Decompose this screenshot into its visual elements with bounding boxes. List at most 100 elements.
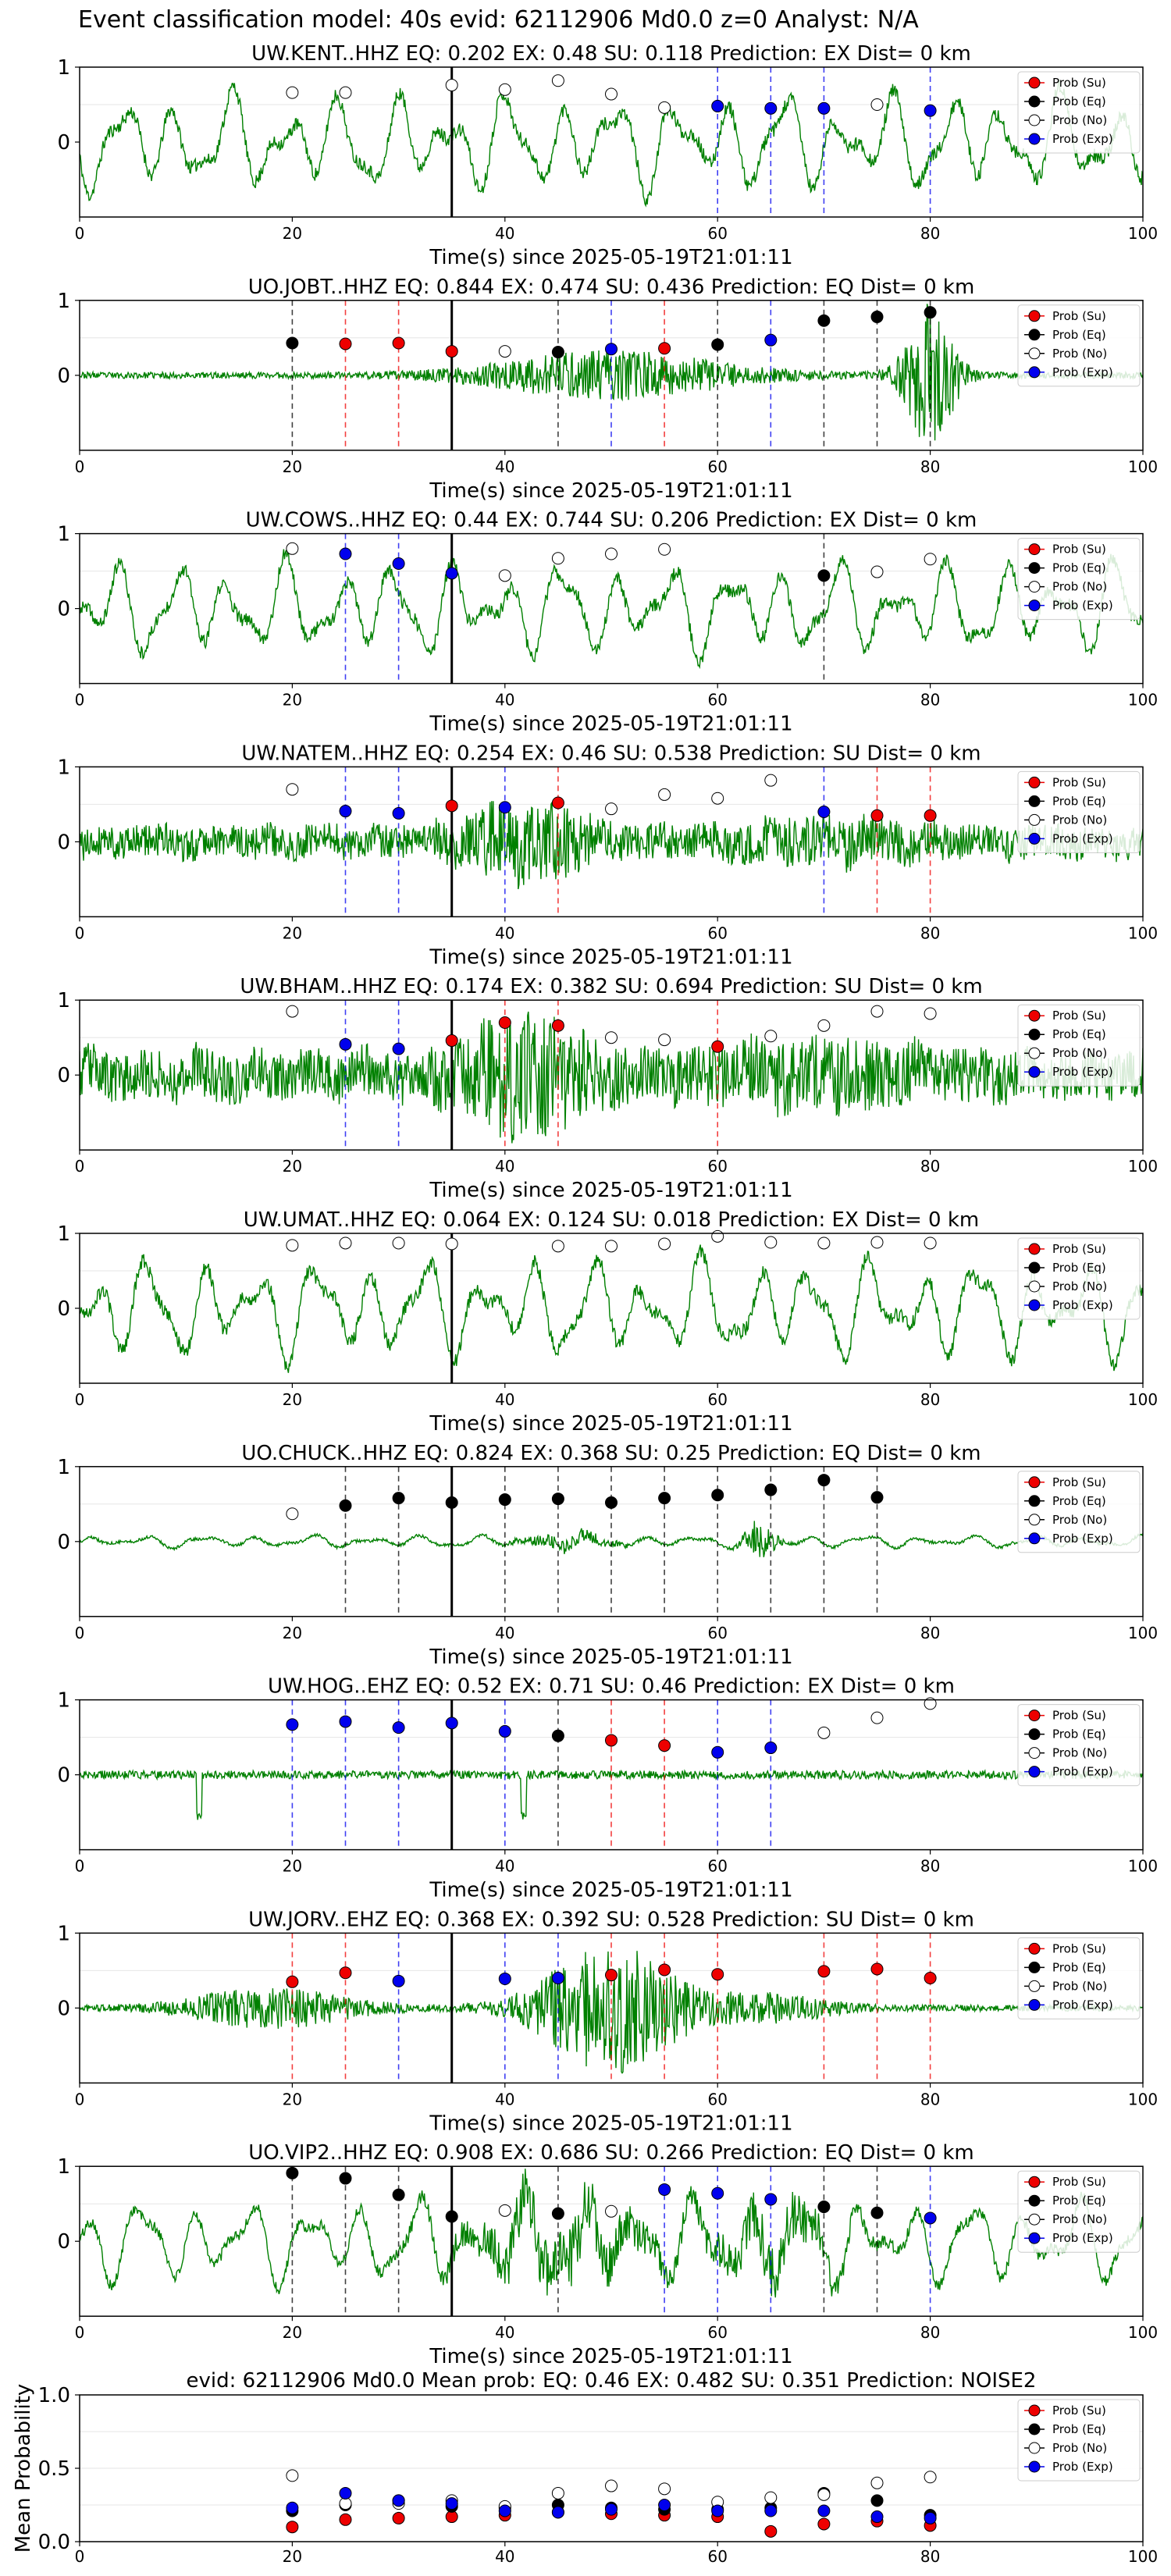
prob-point-no [817,1019,831,1032]
prob-point-no [551,1240,564,1253]
legend-label-eq: Prob (Eq) [1052,328,1106,342]
prob-point-exp [551,1972,564,1984]
y-tick-label: 1.0 [38,2384,70,2407]
prob-point-exp [392,557,405,570]
station-panel-8: UW.HOG..EHZ EQ: 0.52 EX: 0.71 SU: 0.46 P… [57,1675,1158,1902]
legend-marker-exp [1028,133,1041,145]
legend-marker-eq [1028,329,1041,341]
x-axis-label: Time(s) since 2025-05-19T21:01:11 [429,1412,792,1436]
legend-marker-su [1028,776,1041,788]
prob-point-no [286,783,299,796]
legend-marker-su [1028,1009,1041,1022]
prob-point-exp [764,333,778,347]
prob-point-no [870,98,884,111]
panel-title: UO.JOBT..HHZ EQ: 0.844 EX: 0.474 SU: 0.4… [248,276,975,299]
legend-label-no: Prob (No) [1052,1513,1107,1527]
legend-marker-no [1028,1047,1041,1059]
station-panel-2: UO.JOBT..HHZ EQ: 0.844 EX: 0.474 SU: 0.4… [57,276,1158,503]
legend-label-eq: Prob (Eq) [1052,1494,1106,1508]
prob-point-no [870,565,884,578]
prob-point-eq [445,1496,458,1509]
mean-prob-point-exp [339,2486,352,2500]
prob-point-eq [445,2210,458,2223]
legend-label-su: Prob (Su) [1052,543,1106,557]
prob-point-exp [711,99,724,112]
y-tick-label: 1 [57,989,70,1012]
mean-prob-point-su [392,2511,405,2524]
y-tick-label: 1 [57,523,70,546]
prob-point-eq [551,346,564,359]
x-tick-label: 20 [283,2547,302,2566]
legend-label-su: Prob (Su) [1052,1709,1106,1723]
legend-marker-no [1028,581,1041,593]
legend-label-eq: Prob (Eq) [1052,1027,1106,1041]
prob-point-eq [711,338,724,351]
x-tick-label: 80 [920,1390,940,1409]
station-panel-10: UO.VIP2..HHZ EQ: 0.908 EX: 0.686 SU: 0.2… [57,2141,1158,2368]
legend-label-eq: Prob (Eq) [1052,1727,1106,1742]
x-tick-label: 20 [283,457,302,476]
mean-prob-point-no [605,2479,618,2492]
legend-marker-exp [1028,1299,1041,1311]
prob-point-no [605,1240,618,1253]
prob-point-no [286,1507,299,1521]
legend-label-exp: Prob (Exp) [1052,1532,1113,1546]
legend-label-eq: Prob (Eq) [1052,94,1106,109]
y-tick-label: 1 [57,1689,70,1713]
prob-point-no [605,2204,618,2218]
waveform-trace [80,1244,1143,1373]
legend-box [1017,2399,1141,2482]
y-tick-label: 0 [57,1297,70,1321]
legend-label-no: Prob (No) [1052,2212,1107,2226]
prob-point-eq [339,1499,352,1512]
station-panel-9: UW.JORV..EHZ EQ: 0.368 EX: 0.392 SU: 0.5… [57,1908,1158,2135]
prob-point-su [445,799,458,813]
x-tick-label: 80 [920,457,940,476]
mean-prob-point-no [764,2491,778,2504]
legend-label-eq: Prob (Eq) [1052,1960,1106,1974]
prob-point-no [817,1726,831,1739]
prob-point-su [551,796,564,809]
prob-point-exp [445,567,458,580]
prob-point-exp [924,104,937,117]
y-tick-label: 0.5 [38,2457,70,2481]
prob-point-no [339,1236,352,1250]
x-tick-label: 20 [283,2323,302,2342]
x-tick-label: 80 [920,1624,940,1642]
prob-point-no [924,1007,937,1020]
x-tick-label: 60 [707,691,727,710]
prob-point-no [605,802,618,816]
prob-point-no [711,792,724,805]
legend-label-su: Prob (Su) [1052,1475,1106,1489]
mean-prob-point-no [870,2476,884,2489]
prob-point-exp [658,2183,671,2196]
legend-marker-eq [1028,1028,1041,1041]
y-tick-label: 1 [57,1922,70,1945]
legend-marker-exp [1028,1998,1041,2011]
mean-prob-point-exp [817,2504,831,2517]
mean-prob-point-su [764,2524,778,2538]
mean-prob-point-exp [498,2504,511,2517]
legend-marker-eq [1028,1495,1041,1507]
prob-point-exp [286,1718,299,1731]
prob-point-eq [711,1489,724,1502]
x-tick-label: 0 [75,1390,85,1409]
legend-box [1017,1937,1141,2019]
legend-marker-no [1028,1514,1041,1526]
legend-label-exp: Prob (Exp) [1052,365,1113,379]
prob-point-no [445,1237,458,1251]
y-tick-label: 1 [57,290,70,313]
station-panel-3: UW.COWS..HHZ EQ: 0.44 EX: 0.744 SU: 0.20… [57,509,1158,736]
legend-marker-eq [1028,1961,1041,1973]
legend-label-no: Prob (No) [1052,1746,1107,1760]
station-panel-1: UW.KENT..HHZ EQ: 0.202 EX: 0.48 SU: 0.11… [57,42,1158,269]
prob-point-exp [498,1724,511,1738]
legend-marker-no [1028,1980,1041,1992]
legend-marker-eq [1028,2194,1041,2207]
prob-point-su [870,1962,884,1976]
legend-label-no: Prob (No) [1052,813,1107,827]
prob-point-exp [711,1745,724,1759]
legend-marker-no [1028,2213,1041,2226]
mean-prob-point-su [339,2513,352,2526]
